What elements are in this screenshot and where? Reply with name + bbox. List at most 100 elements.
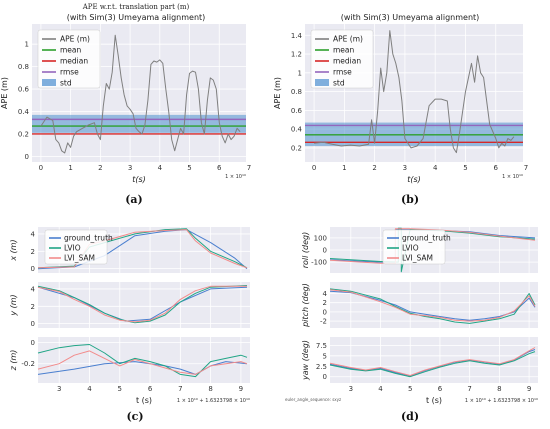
series-line-lvi_sam (329, 289, 536, 322)
series-line-lvi_sam (329, 347, 536, 376)
x-tick-label: 1 (342, 164, 346, 172)
x-tick-label: 0 (312, 164, 316, 172)
legend-label: LVI_SAM (64, 254, 95, 263)
x-tick-label: 8 (497, 385, 501, 393)
legend-swatch (42, 79, 56, 86)
chart-subtitle: (with Sim(3) Umeyama alignment) (67, 13, 206, 22)
series-line-ground_truth (37, 361, 248, 375)
y-axis-label: y (m) (9, 294, 18, 316)
subplot-1: 0 2 4 y (m) (9, 282, 250, 328)
legend-label: LVIO (402, 244, 419, 253)
y-tick-label: 4 (323, 290, 328, 298)
y-tick-label: 1.4 (291, 32, 303, 40)
chart-title: APE w.r.t. translation part (m) (82, 3, 190, 11)
y-tick-label: 7.5 (316, 342, 327, 350)
panel-label-a: (a) (125, 193, 143, 206)
x-tick-label: 3 (57, 385, 61, 393)
x-axis-exponent: 1 × 10¹⁰ (225, 174, 246, 180)
x-tick-label: 6 (494, 164, 499, 172)
x-tick-label: 8 (208, 385, 212, 393)
legend-label: rmse (60, 68, 79, 77)
series-line-lvio (329, 351, 536, 378)
legend-label: mean (60, 46, 82, 55)
y-tick-label: -100 (311, 259, 327, 267)
x-tick-label: 9 (239, 385, 243, 393)
x-tick-label: 5 (463, 164, 467, 172)
chart-c: 0 2 4 x (m) 0 2 4 y (m) 3 4 5 6 7 8 9 -0.2 0 z (m) t (s) 1 … (9, 227, 250, 405)
y-tick-label: 2 (31, 303, 35, 311)
x-tick-label: 4 (433, 164, 438, 172)
y-tick-label: 1.2 (291, 51, 302, 59)
x-tick-label: 7 (524, 164, 528, 172)
series-line-lvio (329, 288, 536, 324)
y-tick-label: 0.8 (291, 88, 302, 96)
plot-area (38, 282, 250, 328)
x-tick-label: 2 (98, 164, 102, 172)
x-tick-label: 2 (372, 164, 376, 172)
x-axis-exponent: 1 × 10¹⁰ + 1.6323798 × 10¹⁰ (465, 398, 538, 404)
y-tick-label: 0 (25, 153, 29, 161)
y-tick-label: 0.2 (291, 144, 302, 152)
x-tick-label: 0 (39, 164, 43, 172)
y-tick-label: -2 (320, 318, 327, 326)
x-axis-exponent: 1 × 10¹⁰ (502, 174, 523, 180)
x-axis-exponent: 1 × 10¹⁰ + 1.6323798 × 10¹⁰ (177, 398, 250, 404)
y-tick-label: 0 (31, 339, 35, 347)
y-tick-label: 0.2 (18, 130, 29, 138)
x-tick-label: 7 (467, 385, 471, 393)
chart-b: (with Sim(3) Umeyama alignment) 0 1 2 3 4 5 6 7 0… (273, 13, 528, 184)
plot-area (330, 282, 538, 328)
series-line-lvi_sam (37, 285, 247, 323)
x-tick-label: 1 (68, 164, 72, 172)
x-axis-label: t (s) (136, 396, 152, 405)
x-tick-label: 5 (408, 385, 412, 393)
y-axis-label: x (m) (9, 239, 18, 261)
legend-box (310, 29, 374, 89)
y-tick-label: -0.2 (21, 360, 35, 368)
y-axis-label: roll (deg) (301, 232, 310, 269)
y-axis-label: pitch (deg) (301, 283, 310, 328)
legend-swatch (315, 79, 329, 86)
series-line-lvio (37, 285, 248, 324)
y-tick-label: 2.5 (316, 363, 327, 371)
y-tick-label: 2 (31, 248, 35, 256)
y-tick-label: 0.4 (18, 108, 30, 116)
subplot-2: 3 4 5 6 7 8 9 0 2.5 5 7.5 yaw (deg) (301, 337, 538, 393)
y-tick-label: 0.6 (291, 107, 303, 115)
y-axis-label: yaw (deg) (301, 340, 310, 381)
subplot-1: -2 024 pitch (deg) (301, 282, 538, 328)
legend-label: median (60, 57, 88, 66)
y-tick-label: 5 (323, 352, 327, 360)
x-axis-label: t(s) (407, 175, 421, 184)
x-tick-label: 4 (378, 385, 383, 393)
y-tick-label: 0.8 (18, 63, 29, 71)
x-tick-label: 4 (158, 164, 163, 172)
subplot-2: 3 4 5 6 7 8 9 -0.2 0 z (m) (9, 337, 250, 393)
chart-a: APE w.r.t. translation part (m) (with Sim… (0, 3, 251, 184)
panel-label-b: (b) (401, 193, 419, 206)
x-axis-label: t(s) (132, 175, 146, 184)
legend-label: LVIO (64, 244, 81, 253)
y-tick-label: 1 (298, 69, 302, 77)
panel-label-d: (d) (401, 410, 419, 423)
series-line-ground_truth (329, 290, 536, 321)
y-tick-label: 100 (314, 234, 327, 242)
y-axis-label: APE (m) (0, 77, 9, 109)
y-tick-label: 0 (31, 265, 35, 273)
x-tick-label: 3 (128, 164, 132, 172)
y-tick-label: 0 (323, 308, 327, 316)
series-line-lvio (37, 344, 248, 378)
x-tick-label: 5 (118, 385, 122, 393)
y-tick-label: 0 (323, 373, 327, 381)
ape-series-line (314, 30, 515, 154)
legend-label: APE (m) (333, 35, 363, 44)
legend-box (37, 29, 101, 89)
x-tick-label: 6 (148, 385, 153, 393)
x-axis-label: t (s) (426, 396, 442, 405)
panel-label-c: (c) (126, 410, 143, 423)
std-band (32, 114, 246, 133)
y-axis-label: APE (m) (273, 77, 282, 109)
legend-label: mean (333, 46, 355, 55)
x-tick-label: 6 (217, 164, 222, 172)
